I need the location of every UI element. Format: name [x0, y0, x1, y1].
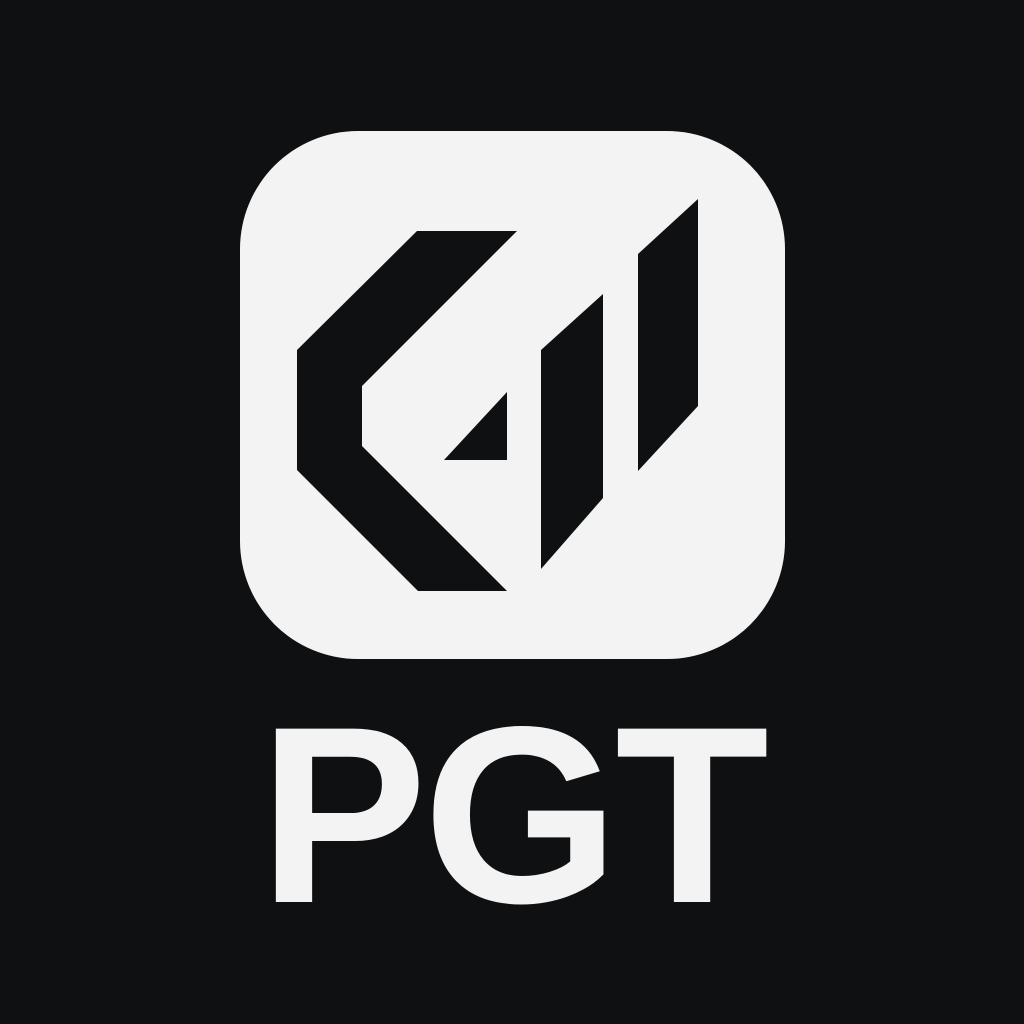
brand-wordmark: PGT: [258, 675, 769, 956]
logo-triangle-shape: [444, 392, 507, 460]
logo-right-bar-shape: [638, 199, 698, 471]
pgt-logo-mark-icon: [297, 199, 698, 591]
logo-chevron-shape: [297, 231, 517, 591]
app-icon-tile: [240, 131, 785, 659]
logo-middle-bar-shape: [541, 294, 603, 569]
